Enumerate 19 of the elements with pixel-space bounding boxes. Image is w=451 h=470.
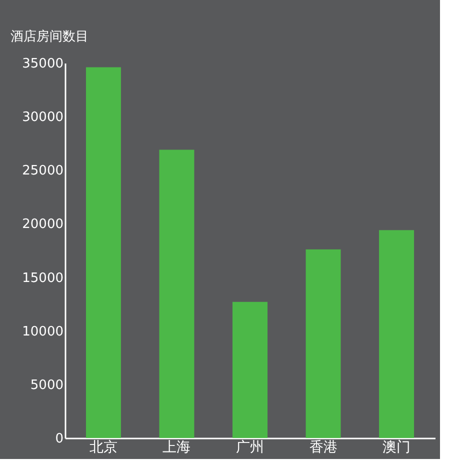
bar — [86, 67, 121, 438]
y-tick-label: 10000 — [22, 324, 64, 340]
y-tick-label: 35000 — [22, 56, 64, 72]
x-tick-label: 广州 — [236, 440, 264, 456]
x-tick-label: 上海 — [162, 440, 191, 456]
y-tick-label: 0 — [55, 432, 64, 446]
y-tick-label: 15000 — [22, 270, 64, 286]
x-tick-label: 北京 — [89, 440, 118, 456]
x-tick-label: 澳门 — [382, 440, 411, 456]
y-tick-label: 30000 — [22, 110, 64, 126]
y-axis-title: 酒店房间数目 — [10, 28, 88, 44]
bar — [306, 249, 341, 438]
bar — [159, 150, 194, 438]
bar — [379, 230, 414, 438]
bar — [232, 302, 268, 438]
y-tick-label: 25000 — [22, 164, 64, 179]
x-tick-label: 香港 — [309, 440, 338, 456]
y-tick-label: 20000 — [22, 217, 64, 232]
y-tick-label: 5000 — [30, 378, 64, 393]
